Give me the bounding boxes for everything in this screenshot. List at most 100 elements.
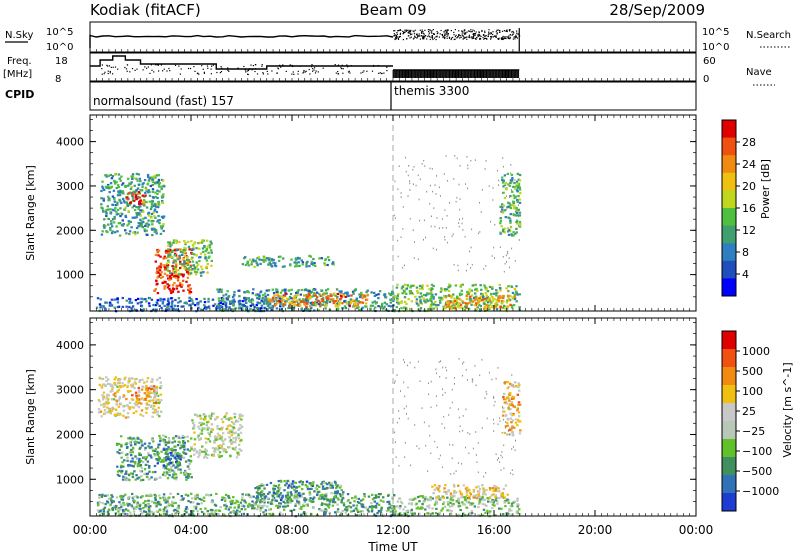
heatmap-cell [147,508,150,511]
heatmap-cell [122,504,125,507]
heatmap-cell [388,506,391,509]
heatmap-cell [430,291,433,294]
heatmap-cell [491,300,494,303]
heatmap-cell [352,299,355,302]
nsearch-point [429,38,431,41]
heatmap-cell [272,261,275,264]
heatmap-cell [132,190,135,193]
heatmap-cell [123,459,126,462]
heatmap-cell [110,222,113,225]
heatmap-cell [498,295,502,298]
heatmap-cell [147,214,151,217]
heatmap-cell [107,394,110,397]
heatmap-cell [116,382,120,385]
heatmap-cell [516,497,519,500]
heatmap-cell [173,472,176,475]
heatmap-cell [355,507,358,510]
heatmap-cell [151,183,154,187]
heatmap-cell [230,499,233,502]
nsearch-point [422,38,424,40]
heatmap-cell [147,452,150,455]
heatmap-cell [501,306,505,309]
heatmap-cell [168,441,171,444]
heatmap-cell [178,457,182,460]
heatmap-cell [128,479,131,482]
heatmap-cell [154,448,157,451]
sparse-echo [491,255,493,257]
heatmap-cell [116,230,119,233]
nave-point [178,65,180,67]
sparse-echo [498,184,500,186]
heatmap-cell [127,474,131,477]
heatmap-cell [160,306,163,309]
heatmap-cell [131,305,135,308]
heatmap-cell [276,291,279,294]
heatmap-cell [299,304,302,307]
heatmap-cell [464,305,467,308]
heatmap-cell [167,297,170,300]
heatmap-cell [261,499,264,502]
date-title: 28/Sep/2009 [609,1,705,19]
heatmap-cell [475,302,478,305]
heatmap-cell [519,223,522,226]
heatmap-cell [102,210,105,213]
heatmap-cell [421,284,424,287]
heatmap-cell [146,183,149,186]
heatmap-cell [271,305,275,308]
heatmap-cell [114,376,117,379]
heatmap-cell [106,231,109,234]
heatmap-cell [187,499,190,503]
nave-point [220,66,222,68]
heatmap-cell [116,470,120,473]
nave-point [314,67,316,69]
heatmap-cell [488,297,491,300]
heatmap-cell [289,491,292,494]
sparse-echo [439,195,441,197]
heatmap-cell [147,499,150,502]
heatmap-cell [158,185,161,188]
heatmap-cell [277,294,280,298]
colorbar-tick-label: 16 [742,202,756,215]
heatmap-cell [379,510,382,513]
heatmap-cell [384,296,387,299]
heatmap-cell [197,303,200,306]
heatmap-cell [469,299,472,302]
heatmap-cell [140,440,143,443]
heatmap-cell [373,513,376,516]
heatmap-cell [209,417,212,420]
heatmap-cell [128,442,131,445]
heatmap-cell [361,296,364,299]
heatmap-cell [153,395,157,398]
heatmap-cell [161,473,165,476]
heatmap-cell [106,513,110,517]
heatmap-cell [141,185,144,188]
heatmap-cell [331,484,334,487]
heatmap-cell [499,296,502,299]
heatmap-cell [137,386,140,389]
heatmap-cell [144,503,147,506]
sparse-echo [462,217,464,220]
heatmap-cell [111,506,115,510]
heatmap-cell [199,508,202,511]
heatmap-cell [346,493,350,496]
heatmap-cell [162,460,165,463]
colorbar-tick-label: 4 [742,268,749,281]
heatmap-cell [416,289,419,292]
heatmap-cell [440,509,443,512]
heatmap-cell [141,495,144,498]
heatmap-cell [273,492,276,495]
heatmap-cell [150,476,153,479]
heatmap-cell [199,252,203,255]
heatmap-cell [150,456,153,459]
heatmap-cell [506,227,510,230]
heatmap-cell [500,302,504,305]
heatmap-cell [326,483,329,486]
heatmap-cell [136,193,139,196]
heatmap-cell [232,496,235,499]
heatmap-cell [126,224,129,227]
heatmap-cell [182,497,185,500]
heatmap-cell [220,435,224,438]
heatmap-cell [147,399,150,402]
heatmap-cell [239,431,243,434]
